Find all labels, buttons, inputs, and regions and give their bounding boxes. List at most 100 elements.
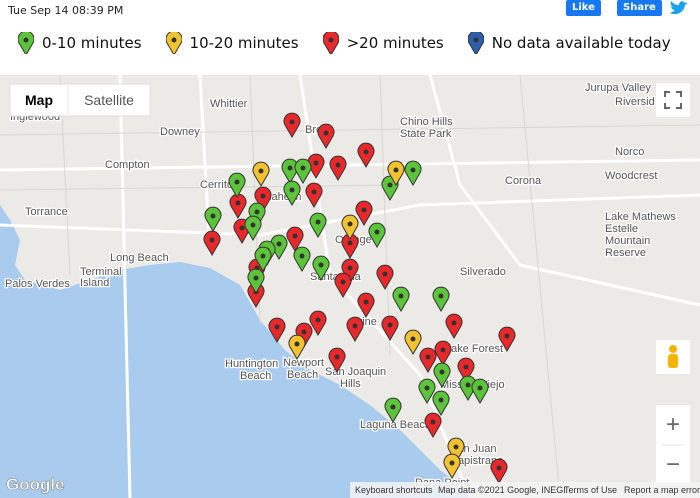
map-pin	[432, 390, 450, 416]
pin-body	[295, 322, 313, 348]
pin-body	[322, 32, 339, 54]
pin-body	[381, 315, 399, 341]
pin-dot	[496, 465, 502, 471]
pin-body	[268, 317, 286, 343]
map-button[interactable]: Map	[25, 92, 53, 108]
pin-body	[18, 32, 34, 54]
share-button[interactable]: Share	[617, 0, 662, 16]
pin-body	[283, 180, 301, 206]
pin-dot	[440, 347, 446, 353]
pin-dot	[363, 149, 369, 155]
pin-body	[355, 200, 373, 226]
legend-item: >20 minutes	[322, 32, 444, 54]
place-label: Silverado	[460, 266, 506, 278]
pin-dot	[361, 207, 367, 213]
place-label: Long Beach	[110, 252, 169, 264]
pin-body	[341, 214, 359, 240]
place-label: Hills	[340, 378, 361, 390]
place-label: Huntington	[225, 358, 278, 370]
pin-body	[490, 458, 508, 484]
place-label: Whittier	[210, 98, 248, 110]
map-pin	[305, 182, 323, 208]
pin-dot	[300, 165, 306, 171]
pin-body	[498, 326, 516, 352]
map: Jurupa ValleyRiversidInglewoodWhittierDo…	[0, 75, 700, 498]
map-pin	[384, 397, 402, 423]
map-pin	[248, 202, 266, 228]
legend-item: 0-10 minutes	[18, 32, 142, 54]
zoom-control: + −	[656, 405, 690, 485]
place-label: Palos Verdes	[5, 278, 70, 290]
pin-body	[471, 378, 489, 404]
legend-label: No data available today	[491, 34, 671, 52]
pin-dot	[451, 320, 457, 326]
pin-body	[294, 158, 312, 184]
zoom-in[interactable]: +	[666, 411, 680, 438]
map-pin	[334, 272, 352, 298]
map-pin	[381, 315, 399, 341]
pin-body	[293, 246, 311, 272]
legend-item: 10-20 minutes	[165, 32, 299, 54]
map-pin	[443, 453, 461, 479]
like-button[interactable]: Like	[566, 0, 601, 16]
pin-body	[357, 292, 375, 318]
map-pin	[247, 268, 265, 294]
pin-dot	[438, 397, 444, 403]
pin-dot	[393, 167, 399, 173]
pin-body	[247, 268, 265, 294]
header: Tue Sep 14 08:39 PM Like Share 0-10 minu…	[0, 0, 700, 75]
map-pin	[307, 153, 325, 179]
pin-body	[305, 182, 323, 208]
report-link[interactable]: Report a map error	[624, 485, 700, 495]
satellite-button[interactable]: Satellite	[84, 92, 134, 108]
pin-dot	[313, 160, 319, 166]
twitter-icon[interactable]	[668, 0, 690, 18]
pin-dot	[289, 187, 295, 193]
pin-dot	[465, 382, 471, 388]
keyboard-shortcuts[interactable]: Keyboard shortcuts	[355, 485, 433, 495]
pin-body	[457, 357, 475, 383]
pin-dot	[347, 221, 353, 227]
pin-dot	[439, 369, 445, 375]
pin-dot	[258, 168, 264, 174]
pin-body	[445, 313, 463, 339]
pin-body	[433, 362, 451, 388]
pin-body	[228, 172, 246, 198]
pin-dot	[294, 341, 300, 347]
pin-dot	[352, 323, 358, 329]
place-label: Newport	[283, 357, 324, 369]
place-label: Terminal	[80, 266, 122, 278]
terms-link[interactable]: Terms of Use	[564, 485, 617, 495]
map-pin	[244, 215, 262, 241]
pin-dot	[235, 200, 241, 206]
pin-body	[404, 329, 422, 355]
pin-body	[254, 246, 272, 272]
fullscreen-button[interactable]	[656, 83, 690, 117]
pin-dot	[374, 229, 380, 235]
pin-body	[387, 160, 405, 186]
pegman[interactable]	[656, 340, 690, 374]
map-pin	[404, 329, 422, 355]
pin-body	[341, 258, 359, 284]
pin-dot	[253, 275, 259, 281]
pin-dot	[335, 162, 341, 168]
map-pin	[445, 313, 463, 339]
pin-dot	[276, 241, 282, 247]
legend-pin	[467, 32, 484, 54]
pin-body	[165, 32, 182, 54]
google-logo: Google	[6, 475, 65, 494]
pin-dot	[250, 222, 256, 228]
pin-dot	[315, 317, 321, 323]
place-label: Compton	[105, 159, 150, 171]
zoom-out[interactable]: −	[666, 451, 680, 478]
pin-dot	[387, 322, 393, 328]
pin-dot	[398, 293, 404, 299]
pin-body	[312, 255, 330, 281]
pin-body	[447, 437, 465, 463]
map-pin	[228, 172, 246, 198]
place-label: Norco	[615, 146, 644, 158]
pin-dot	[424, 385, 430, 391]
pin-body	[286, 226, 304, 252]
pin-dot	[390, 404, 396, 410]
pin-dot	[430, 419, 436, 425]
